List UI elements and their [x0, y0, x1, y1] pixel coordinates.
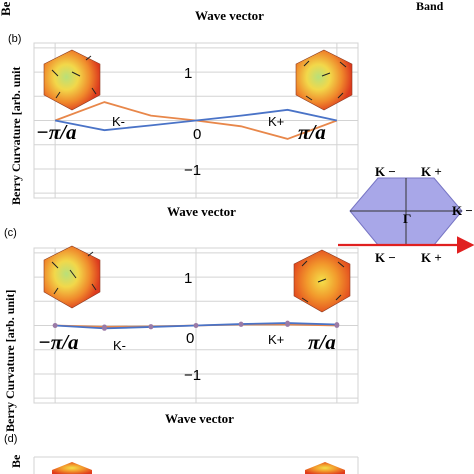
panel-c-mid-tick: 0	[186, 330, 194, 347]
panel-c-y-tick-label: −1	[184, 367, 201, 384]
panel-b-left-inset-image	[43, 49, 101, 111]
panel-c-right-inset-image	[293, 249, 351, 313]
bz-center-label: Γ	[403, 211, 411, 226]
panel-c-k-plus-label: K+	[268, 332, 284, 347]
brillouin-zone-diagram: K − K + K − Γ K − K +	[338, 164, 474, 265]
bz-top-left-label: K −	[375, 164, 396, 179]
panel-b-plot	[54, 101, 338, 140]
panel-c-plot	[52, 320, 340, 331]
panel-b-tag: (b)	[8, 33, 21, 45]
panel-b-x-axis-label: Wave vector	[167, 204, 236, 219]
bz-right-label: K −	[452, 203, 473, 218]
panel-b-left-tick: −π/a	[36, 120, 77, 144]
panel-b: (b) 1 −1 Berry Curvature [arb. unit Wave …	[8, 33, 359, 219]
bz-bottom-right-label: K +	[421, 250, 442, 265]
panel-b-y-axis-label: Berry Curvature [arb. unit	[9, 67, 23, 205]
panel-c-right-tick: π/a	[308, 330, 336, 354]
panel-c-series-point	[102, 326, 107, 331]
panel-c-series-point	[285, 320, 290, 326]
top-x-axis-label: Wave vector	[195, 8, 264, 23]
panel-c-y-axis-label: Berry Curvature [arb. unit]	[3, 290, 17, 432]
panel-c-series-point	[52, 323, 58, 328]
panel-b-k-minus-label: K-	[112, 114, 125, 129]
panel-d-clipped-label: Be	[9, 454, 23, 468]
panel-b-y-tick-label: −1	[184, 162, 201, 179]
panel-c-tag: (c)	[4, 227, 17, 239]
panel-b-k-plus-label: K+	[268, 114, 284, 129]
panel-b-mid-tick: 0	[193, 126, 201, 143]
panel-c-left-tick: −π/a	[38, 330, 79, 354]
panel-b-y-tick-label: 1	[184, 65, 192, 82]
panel-c-x-axis-label: Wave vector	[165, 411, 234, 426]
bz-bottom-left-label: K −	[375, 250, 396, 265]
bz-top-right-label: K +	[421, 164, 442, 179]
panel-d-tag: (d)	[4, 433, 17, 445]
panel-c-series-point	[193, 323, 199, 328]
panel-b-right-inset-image	[295, 49, 353, 111]
band-label: Band	[416, 0, 444, 13]
top-left-clipped-label: Be	[0, 1, 13, 16]
panel-b-right-tick: π/a	[298, 120, 326, 144]
panel-c-series-point	[148, 324, 154, 330]
panel-d: (d) Be	[4, 433, 359, 474]
panel-c-y-tick-label: 1	[184, 270, 192, 287]
panel-c-series-point	[238, 321, 244, 327]
panel-b-series-line-2	[54, 108, 338, 132]
panel-d-left-inset-image	[52, 462, 92, 474]
panel-c-series-point	[334, 322, 340, 327]
panel-d-right-inset-image	[305, 462, 345, 474]
panel-c: (c) 1 −1 Berry Curvature [arb. unit] Wave…	[3, 227, 359, 432]
panel-c-left-inset-image	[43, 245, 101, 309]
panel-c-k-minus-label: K-	[113, 338, 126, 353]
